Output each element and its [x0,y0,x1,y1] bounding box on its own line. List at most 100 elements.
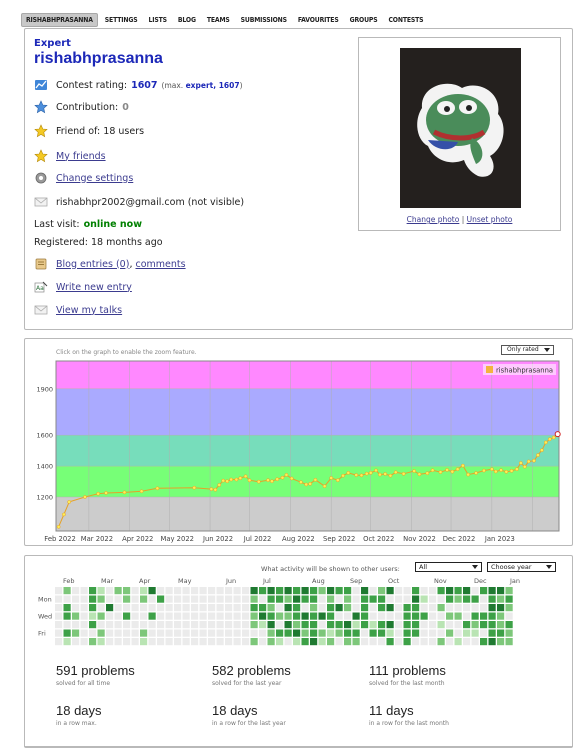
activity-cell [123,621,131,629]
stat-caption: solved for the last year [212,680,282,687]
tab-settings[interactable]: SETTINGS [104,16,138,24]
activity-cell [80,629,88,637]
activity-cell [199,629,207,637]
activity-cell [463,612,471,620]
comments-link[interactable]: comments [135,258,186,270]
activity-cell [157,612,165,620]
activity-cell [310,604,318,612]
activity-cell [114,612,122,620]
activity-cell [148,638,156,646]
activity-cell [403,612,411,620]
activity-cell [412,638,420,646]
activity-cell [327,629,335,637]
activity-cell [420,621,428,629]
rating-chart[interactable]: 1200 1400 1600 1900 Feb 2022 Mar 2022 Apr 2022… [25,339,574,547]
activity-cell [335,638,343,646]
activity-cell [488,595,496,603]
blog-entries-link[interactable]: Blog entries (0) [56,258,130,270]
activity-cell [412,587,420,595]
write-new-entry-link[interactable]: Write new entry [56,281,132,293]
activity-cell [174,595,182,603]
change-photo-link[interactable]: Change photo [406,215,460,224]
y-tick-label: 1400 [36,463,53,471]
activity-cell [505,587,513,595]
activity-cell [114,629,122,637]
activity-cell [259,612,267,620]
user-rank: Expert [34,38,71,49]
activity-cell [267,612,275,620]
activity-cell [148,595,156,603]
gear-icon [35,172,47,184]
activity-cell [429,612,437,620]
activity-cell [378,621,386,629]
user-handle: rishabhprasanna [34,50,163,67]
blog-separator: , [129,258,136,270]
stat-streak-max: 18 days in a row max. [56,703,102,727]
activity-cell [437,595,445,603]
activity-cell [114,638,122,646]
tab-favourites[interactable]: FAVOURITES [297,16,339,24]
stat-caption: in a row for the last year [212,720,286,727]
activity-cell [199,621,207,629]
activity-cell [335,604,343,612]
rating-point [532,458,536,463]
activity-cell [327,612,335,620]
activity-cell [63,612,71,620]
legend-bg [483,364,556,375]
y-tick-label: 1200 [36,494,53,502]
y-tick-label: 1600 [36,432,53,440]
activity-cell [233,595,241,603]
tab-blog[interactable]: BLOG [177,16,196,24]
activity-cell [182,638,190,646]
rating-point [284,473,289,477]
year-select[interactable]: Choose year [487,562,556,572]
activity-cell [157,595,165,603]
tab-groups[interactable]: GROUPS [349,16,378,24]
activity-cell [497,595,505,603]
month-label: Dec [474,577,487,585]
activity-cell [55,629,63,637]
rating-point [466,472,470,477]
my-friends-link[interactable]: My friends [56,150,106,162]
activity-cell [378,587,386,595]
activity-cell [276,612,284,620]
tab-teams[interactable]: TEAMS [206,16,230,24]
activity-cell [386,612,394,620]
rating-point [104,491,108,495]
only-rated-label: Only rated [507,346,539,353]
contribution-label: Contribution: [56,101,119,113]
change-settings-link[interactable]: Change settings [56,172,134,184]
x-tick-label: Jun 2022 [202,535,233,543]
activity-cell [335,621,343,629]
activity-cell [106,638,114,646]
activity-cell [63,638,71,646]
tab-lists[interactable]: LISTS [148,16,168,24]
activity-cell [437,638,445,646]
activity-cell [403,587,411,595]
only-rated-select[interactable]: Only rated [501,345,554,355]
tab-profile[interactable]: RISHABHPRASANNA [21,13,98,27]
month-label: May [178,577,192,585]
activity-cell [352,604,360,612]
contest-rating-row: Contest rating: 1607 (max. expert, 1607) [34,78,243,92]
unset-photo-link[interactable]: Unset photo [466,215,513,224]
activity-cell [208,629,216,637]
visibility-value: All [419,563,428,571]
view-my-talks-link[interactable]: View my talks [56,304,123,316]
tab-submissions[interactable]: SUBMISSIONS [240,16,287,24]
visibility-select[interactable]: All [415,562,482,572]
rating-point [322,484,327,489]
rating-point [412,469,417,473]
activity-cell [403,629,411,637]
activity-cell [463,629,471,637]
activity-cell [72,621,80,629]
activity-cell [395,638,403,646]
activity-cell [199,638,207,646]
activity-cell [301,587,309,595]
chevron-down-icon [544,348,550,352]
last-visit-value: online now [83,219,142,230]
tab-contests[interactable]: CONTESTS [388,16,424,24]
rating-point [401,471,406,476]
activity-cell [293,595,301,603]
activity-cell [131,595,139,603]
